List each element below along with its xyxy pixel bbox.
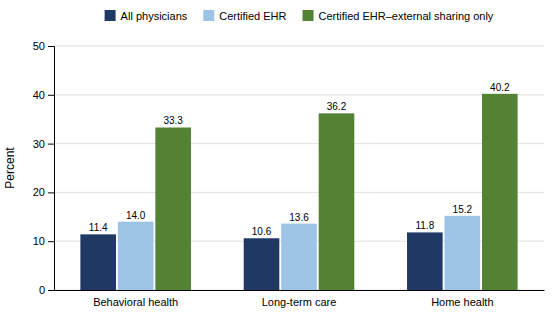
bar xyxy=(80,234,116,290)
y-axis-line xyxy=(48,47,55,291)
grid-line xyxy=(54,94,544,95)
grid-line xyxy=(54,143,544,144)
grid xyxy=(54,46,544,290)
y-tick-mark xyxy=(48,46,54,47)
data-label: 10.6 xyxy=(252,226,272,237)
data-label: 11.8 xyxy=(415,220,434,231)
bar xyxy=(244,238,280,290)
y-tick-label: 0 xyxy=(39,284,45,296)
y-tick-label: 30 xyxy=(33,138,45,150)
x-axis-line xyxy=(55,290,545,291)
legend: All physicians Certified EHR Certified EHR… xyxy=(105,10,494,22)
x-tick: Long-term care xyxy=(262,290,337,308)
legend-item: Certified EHR xyxy=(203,10,286,22)
bar xyxy=(407,232,443,290)
y-tick-mark xyxy=(48,290,54,291)
y-tick: 20 xyxy=(33,186,54,198)
bar xyxy=(155,127,191,290)
y-tick-label: 20 xyxy=(33,186,45,198)
grid-line xyxy=(54,46,544,47)
y-tick-mark xyxy=(48,241,54,242)
data-label: 13.6 xyxy=(289,212,309,223)
x-axis: Behavioral health Long-term care Home heal… xyxy=(55,290,545,308)
legend-swatch xyxy=(203,10,214,21)
y-tick-label: 50 xyxy=(33,40,45,52)
data-label: 15.2 xyxy=(453,204,473,215)
plot: 0 10 20 30 40 50 Behavioral health Long-term ca… xyxy=(33,40,545,308)
x-tick-label: Home health xyxy=(431,296,493,308)
y-tick: 50 xyxy=(33,40,54,52)
y-tick-label: 10 xyxy=(33,235,45,247)
chart-container: 0 10 20 30 40 50 Behavioral health Long-term ca… xyxy=(0,0,560,320)
data-label: 33.3 xyxy=(163,115,183,126)
x-tick-label: Behavioral health xyxy=(93,296,178,308)
legend-label: Certified EHR xyxy=(219,10,286,22)
bar xyxy=(482,94,518,290)
y-axis-title: Percent xyxy=(3,147,17,189)
bar xyxy=(445,216,481,290)
y-tick-mark xyxy=(48,144,54,145)
legend-swatch xyxy=(105,10,116,21)
legend-item: Certified EHR–external sharing only xyxy=(303,10,494,22)
data-labels: 11.4 10.6 11.8 14.0 13.6 15.2 33.3 36.2 40.2 xyxy=(89,82,510,237)
y-tick-label: 40 xyxy=(33,89,45,101)
y-axis: 0 10 20 30 40 50 xyxy=(33,40,55,296)
bar xyxy=(118,222,154,290)
legend-swatch xyxy=(303,10,314,21)
y-tick: 30 xyxy=(33,138,54,150)
x-tick: Home health xyxy=(431,290,493,308)
y-tick: 0 xyxy=(39,284,54,296)
data-label: 36.2 xyxy=(327,101,347,112)
grid-line xyxy=(54,192,544,193)
legend-item: All physicians xyxy=(105,10,188,22)
bars xyxy=(80,94,517,290)
legend-label: Certified EHR–external sharing only xyxy=(319,10,494,22)
chart: 0 10 20 30 40 50 Behavioral health Long-term ca… xyxy=(0,0,560,320)
data-label: 40.2 xyxy=(490,82,510,93)
data-label: 14.0 xyxy=(126,210,146,221)
bar xyxy=(319,113,355,290)
legend-label: All physicians xyxy=(121,10,188,22)
y-tick-mark xyxy=(48,95,54,96)
x-tick: Behavioral health xyxy=(93,290,178,308)
y-tick-mark xyxy=(48,192,54,193)
bar xyxy=(281,224,317,290)
data-label: 11.4 xyxy=(89,222,108,233)
y-tick: 40 xyxy=(33,89,54,101)
y-tick: 10 xyxy=(33,235,54,247)
x-tick-label: Long-term care xyxy=(262,296,337,308)
